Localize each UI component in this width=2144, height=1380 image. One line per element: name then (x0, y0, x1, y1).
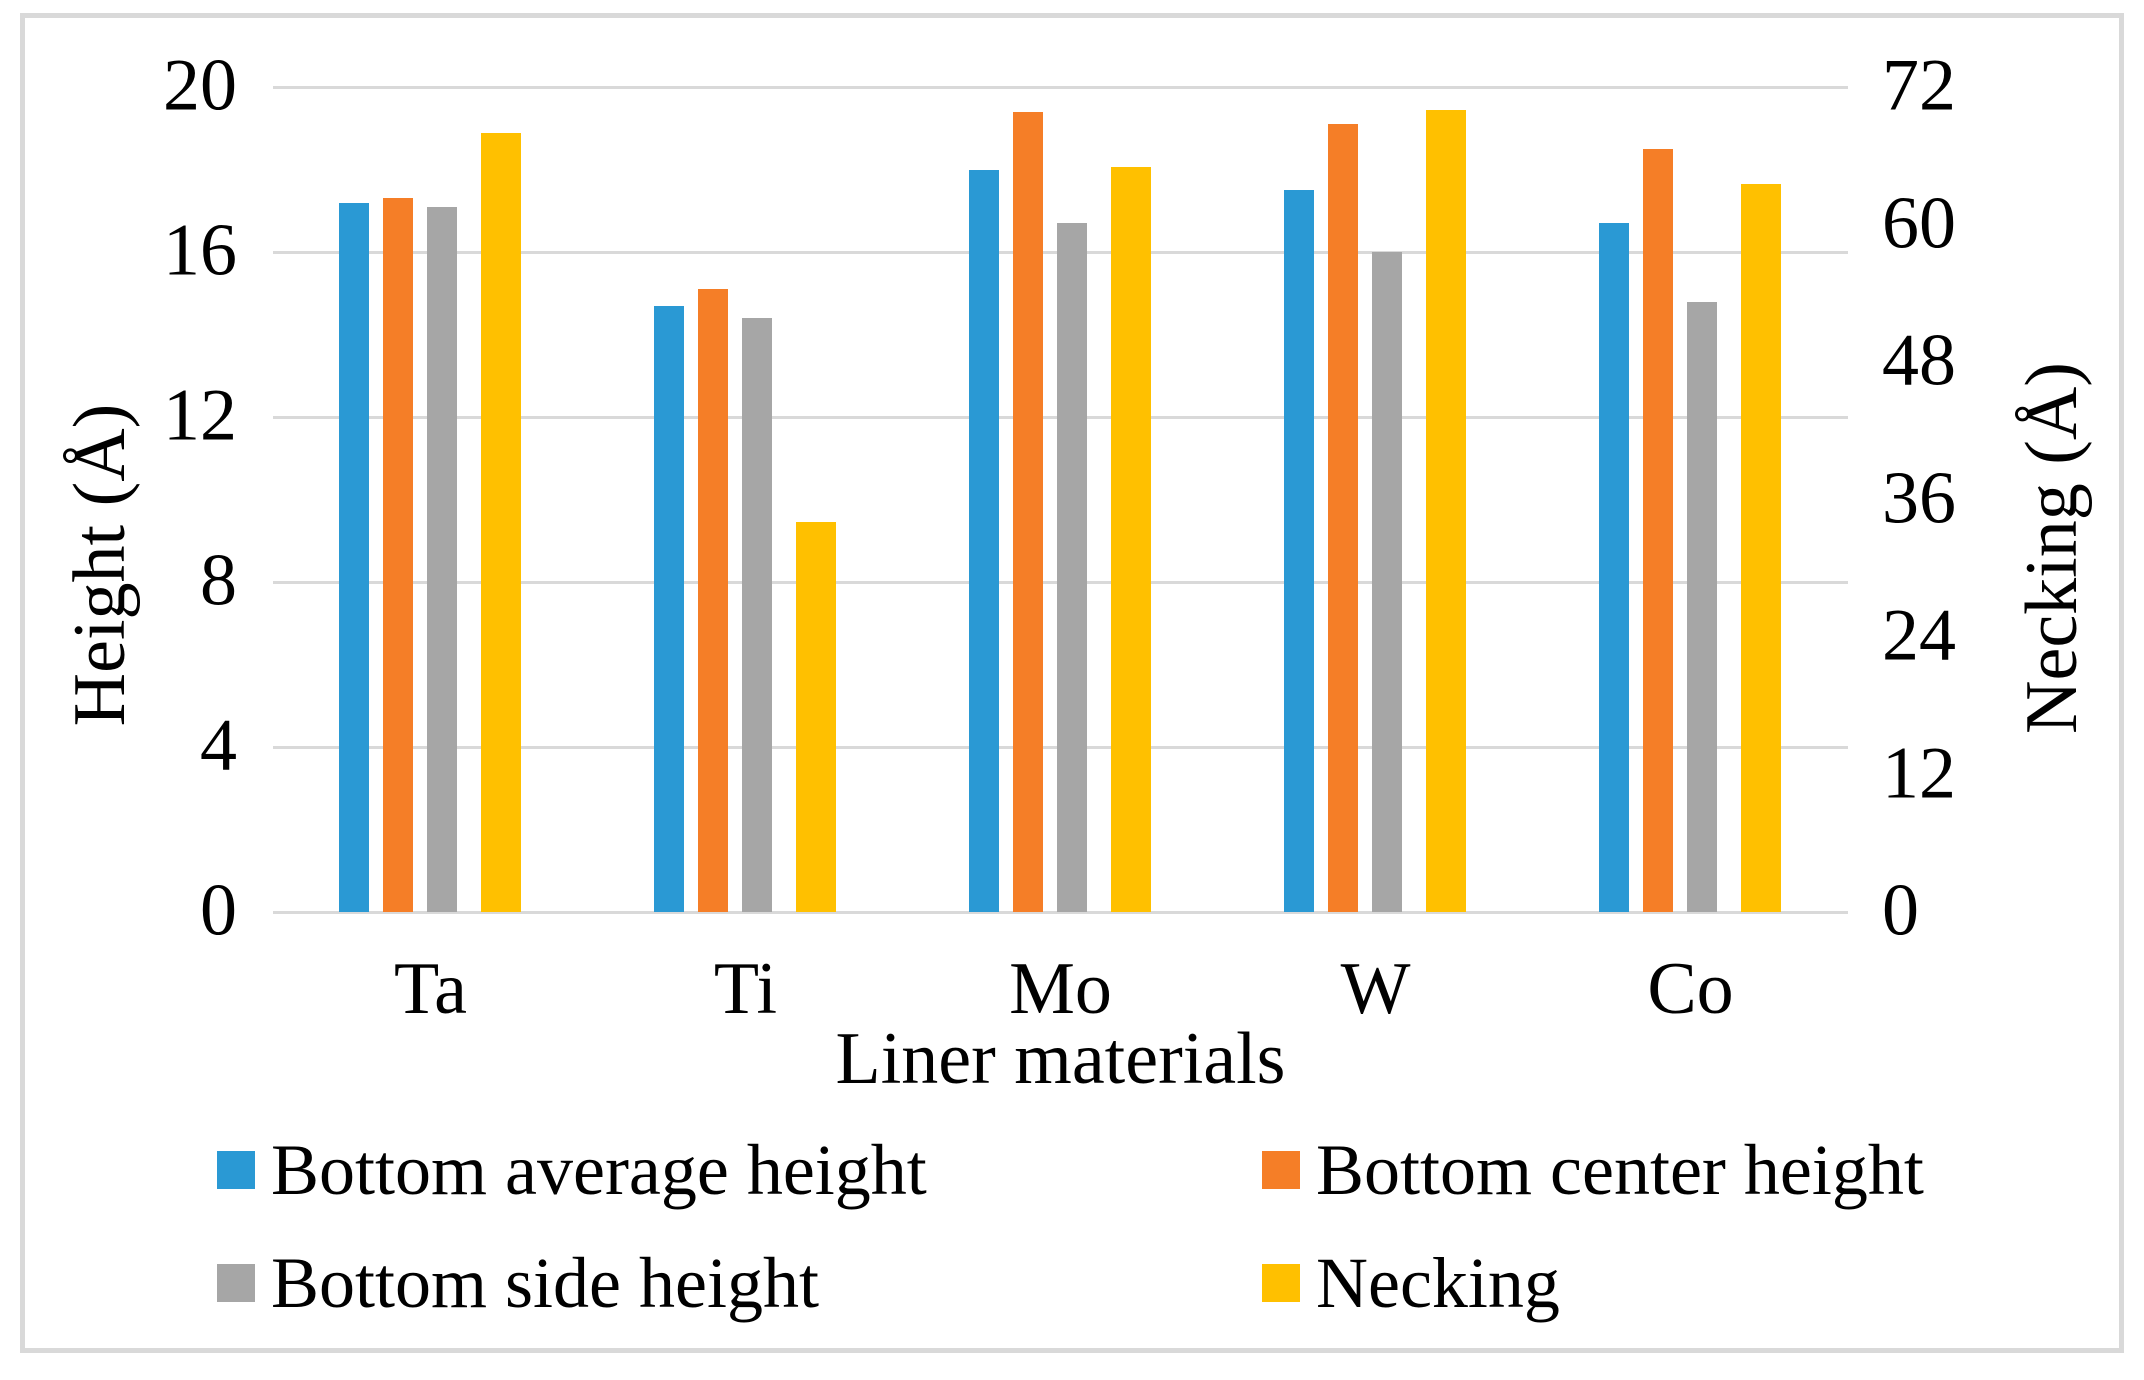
bar-ta-bottom-center-height (383, 198, 413, 912)
bar-ti-bottom-center-height (698, 289, 728, 912)
y-axis-right-ticks: 0 12 24 36 48 60 72 (1882, 49, 2122, 948)
bar-w-bottom-side-height (1372, 252, 1402, 912)
y-right-tick-48: 48 (1882, 319, 1956, 402)
y-left-tick-8: 8 (200, 539, 237, 622)
bar-co-necking (1741, 184, 1781, 912)
x-axis-category-labels: Ta Ti Mo W Co (273, 952, 1848, 1042)
bar-w-necking (1426, 109, 1466, 912)
x-category-ti: Ti (713, 948, 778, 1030)
x-category-ta: Ta (394, 948, 467, 1030)
y-axis-left-title: Height (Å) (59, 403, 141, 727)
bar-ti-bottom-average-height (654, 305, 684, 912)
y-right-tick-72: 72 (1882, 44, 1956, 127)
y-left-tick-0: 0 (200, 869, 237, 952)
bar-mo-bottom-center-height (1013, 111, 1043, 912)
bar-co-bottom-side-height (1687, 301, 1717, 912)
bar-ti-bottom-side-height (742, 318, 772, 912)
y-left-tick-20: 20 (163, 44, 237, 127)
y-axis-left-ticks: 0 4 8 12 16 20 (0, 49, 245, 948)
y-right-tick-60: 60 (1882, 182, 1956, 265)
bar-w-bottom-center-height (1328, 124, 1358, 912)
gridline-0 (273, 910, 1848, 914)
x-category-w: W (1340, 948, 1411, 1030)
y-left-tick-4: 4 (200, 704, 237, 787)
gridline-20 (273, 85, 1848, 89)
x-category-mo: Mo (1009, 948, 1112, 1030)
bar-mo-necking (1111, 167, 1151, 912)
bar-mo-bottom-side-height (1057, 223, 1087, 912)
plot-area (273, 85, 1848, 914)
bar-co-bottom-average-height (1599, 223, 1629, 912)
x-axis-title: Liner materials (835, 1018, 1286, 1100)
y-right-tick-24: 24 (1882, 594, 1956, 677)
y-right-tick-12: 12 (1882, 732, 1956, 815)
y-left-tick-12: 12 (163, 374, 237, 457)
bar-w-bottom-average-height (1284, 190, 1314, 912)
bar-ti-necking (796, 522, 836, 912)
bar-mo-bottom-average-height (969, 169, 999, 912)
y-right-tick-36: 36 (1882, 457, 1956, 540)
bar-ta-bottom-side-height (427, 206, 457, 912)
bar-ta-bottom-average-height (339, 202, 369, 912)
y-right-tick-0: 0 (1882, 869, 1919, 952)
x-category-co: Co (1647, 948, 1734, 1030)
bar-co-bottom-center-height (1643, 148, 1673, 912)
y-left-tick-16: 16 (163, 209, 237, 292)
bar-ta-necking (481, 132, 521, 912)
y-axis-right-title: Necking (Å) (2011, 362, 2093, 734)
